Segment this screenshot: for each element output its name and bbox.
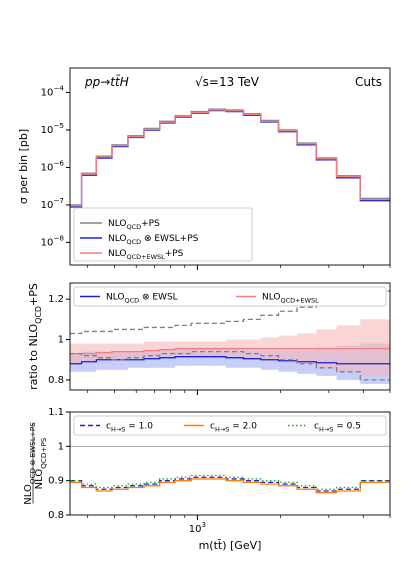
y-tick-label: 1: [58, 441, 64, 452]
step-line: [70, 478, 390, 494]
y-tick-label: 1.1: [48, 407, 64, 418]
axes-frame: [69, 411, 391, 516]
legend-label: NLOQCD+EWSL: [262, 292, 319, 305]
y-axis-label-denominator: NLOQCD+PS: [34, 437, 48, 489]
step-line: [70, 109, 390, 207]
y-axis-label-numerator: NLOQCD ⊗ EWSL+PS: [23, 422, 37, 505]
y-tick-label: 1.2: [48, 294, 64, 305]
y-tick-label: 0.8: [48, 510, 64, 521]
legend-label: cH→S = 1.0: [106, 421, 153, 434]
uncertainty-band: [127, 343, 144, 358]
x-tick-label: 103: [189, 520, 206, 536]
y-tick-label: 10−7: [41, 195, 64, 211]
legend-label: NLOQCD+EWSL+PS: [108, 249, 184, 262]
y-tick-label: 10−5: [41, 120, 64, 136]
uncertainty-band: [225, 339, 244, 356]
legend-label: cH→S = 2.0: [210, 421, 257, 434]
legend-box: [73, 286, 387, 307]
step-line: [70, 109, 390, 208]
y-axis-label: σ per bin [pb]: [17, 129, 30, 204]
y-tick-label: 10−8: [41, 233, 65, 249]
legend-box: [73, 207, 253, 262]
uncertainty-band: [143, 341, 160, 358]
y-tick-label: 0.8: [48, 375, 64, 386]
x-axis-label: m(tt̄) [GeV]: [199, 539, 262, 552]
axes-frame: [69, 282, 391, 391]
legend-label: NLOQCD+PS: [108, 219, 160, 232]
y-tick-label: 10−6: [41, 158, 65, 174]
annotation: √s=13 TeV: [195, 75, 260, 89]
y-tick-label: 10−4: [41, 83, 65, 99]
uncertainty-band: [96, 343, 112, 360]
legend-label: cH→S = 0.5: [314, 421, 361, 434]
uncertainty-band: [81, 343, 97, 362]
legend-label: NLOQCD ⊗ EWSL: [106, 292, 178, 305]
axes-frame: [69, 67, 391, 266]
annotation: pp→tt̄H: [84, 74, 129, 88]
step-line: [70, 347, 390, 355]
y-tick-label: 1: [58, 335, 64, 346]
uncertainty-band: [360, 319, 390, 376]
plot-area: [70, 108, 390, 208]
plot-area: [70, 445, 390, 494]
plot-area: [70, 290, 390, 384]
y-tick-label: 0.9: [48, 476, 64, 487]
legend-box: [73, 415, 387, 436]
uncertainty-band: [159, 341, 176, 356]
annotation: Cuts: [355, 75, 382, 89]
step-line: [70, 350, 390, 381]
legend-label: NLOQCD ⊗ EWSL+PS: [108, 234, 199, 247]
y-axis-label: ratio to NLOQCD+PS: [27, 283, 43, 390]
step-line: [70, 474, 390, 490]
step-line: [70, 108, 390, 206]
